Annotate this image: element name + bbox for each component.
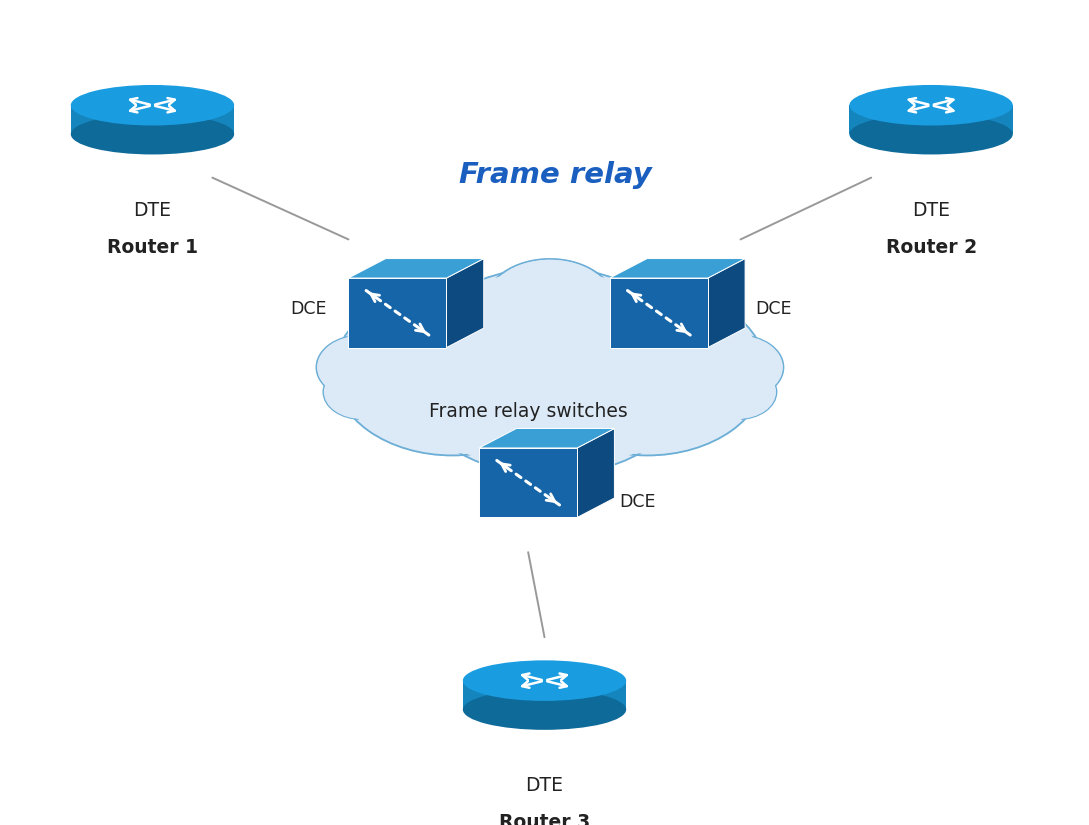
Circle shape — [338, 290, 567, 453]
Circle shape — [700, 365, 776, 419]
Ellipse shape — [849, 85, 1013, 125]
Text: DTE: DTE — [526, 776, 563, 795]
Circle shape — [701, 365, 775, 418]
Circle shape — [408, 271, 692, 472]
Circle shape — [404, 267, 696, 475]
Circle shape — [408, 286, 510, 358]
Polygon shape — [348, 278, 446, 347]
Text: Router 2: Router 2 — [885, 238, 977, 257]
Circle shape — [325, 365, 399, 418]
Circle shape — [370, 384, 451, 441]
Circle shape — [590, 286, 692, 358]
Circle shape — [369, 383, 452, 442]
Circle shape — [407, 285, 512, 360]
Polygon shape — [71, 106, 234, 134]
Circle shape — [649, 384, 730, 441]
Polygon shape — [610, 278, 708, 347]
Polygon shape — [708, 258, 745, 347]
Circle shape — [529, 287, 766, 455]
Circle shape — [694, 336, 782, 398]
Polygon shape — [463, 681, 626, 710]
Ellipse shape — [463, 660, 626, 701]
Circle shape — [575, 392, 650, 445]
Circle shape — [588, 285, 693, 360]
Text: DCE: DCE — [619, 493, 656, 511]
Circle shape — [318, 336, 406, 398]
Circle shape — [323, 365, 400, 419]
Circle shape — [352, 311, 442, 375]
Circle shape — [658, 311, 748, 375]
Ellipse shape — [71, 85, 234, 125]
Text: DCE: DCE — [755, 300, 792, 318]
Circle shape — [693, 335, 783, 399]
Circle shape — [450, 392, 525, 445]
Text: DTE: DTE — [913, 200, 950, 219]
Circle shape — [449, 391, 526, 446]
Text: Router 1: Router 1 — [107, 238, 198, 257]
Circle shape — [486, 261, 614, 351]
Polygon shape — [446, 258, 484, 347]
Circle shape — [484, 259, 616, 353]
Circle shape — [334, 287, 571, 455]
Circle shape — [353, 312, 441, 374]
Text: Router 3: Router 3 — [499, 813, 590, 825]
Ellipse shape — [463, 690, 626, 730]
Polygon shape — [348, 258, 484, 278]
Polygon shape — [577, 428, 614, 517]
Text: DCE: DCE — [290, 300, 327, 318]
Polygon shape — [610, 258, 745, 278]
Ellipse shape — [71, 114, 234, 154]
Polygon shape — [479, 448, 577, 517]
Circle shape — [533, 290, 762, 453]
Text: Frame relay: Frame relay — [460, 162, 651, 189]
Circle shape — [659, 312, 747, 374]
Polygon shape — [479, 428, 614, 448]
Circle shape — [648, 383, 731, 442]
Circle shape — [317, 335, 407, 399]
Ellipse shape — [849, 114, 1013, 154]
Circle shape — [574, 391, 651, 446]
Text: DTE: DTE — [134, 200, 171, 219]
Text: Frame relay switches: Frame relay switches — [429, 402, 627, 421]
Polygon shape — [849, 106, 1013, 134]
